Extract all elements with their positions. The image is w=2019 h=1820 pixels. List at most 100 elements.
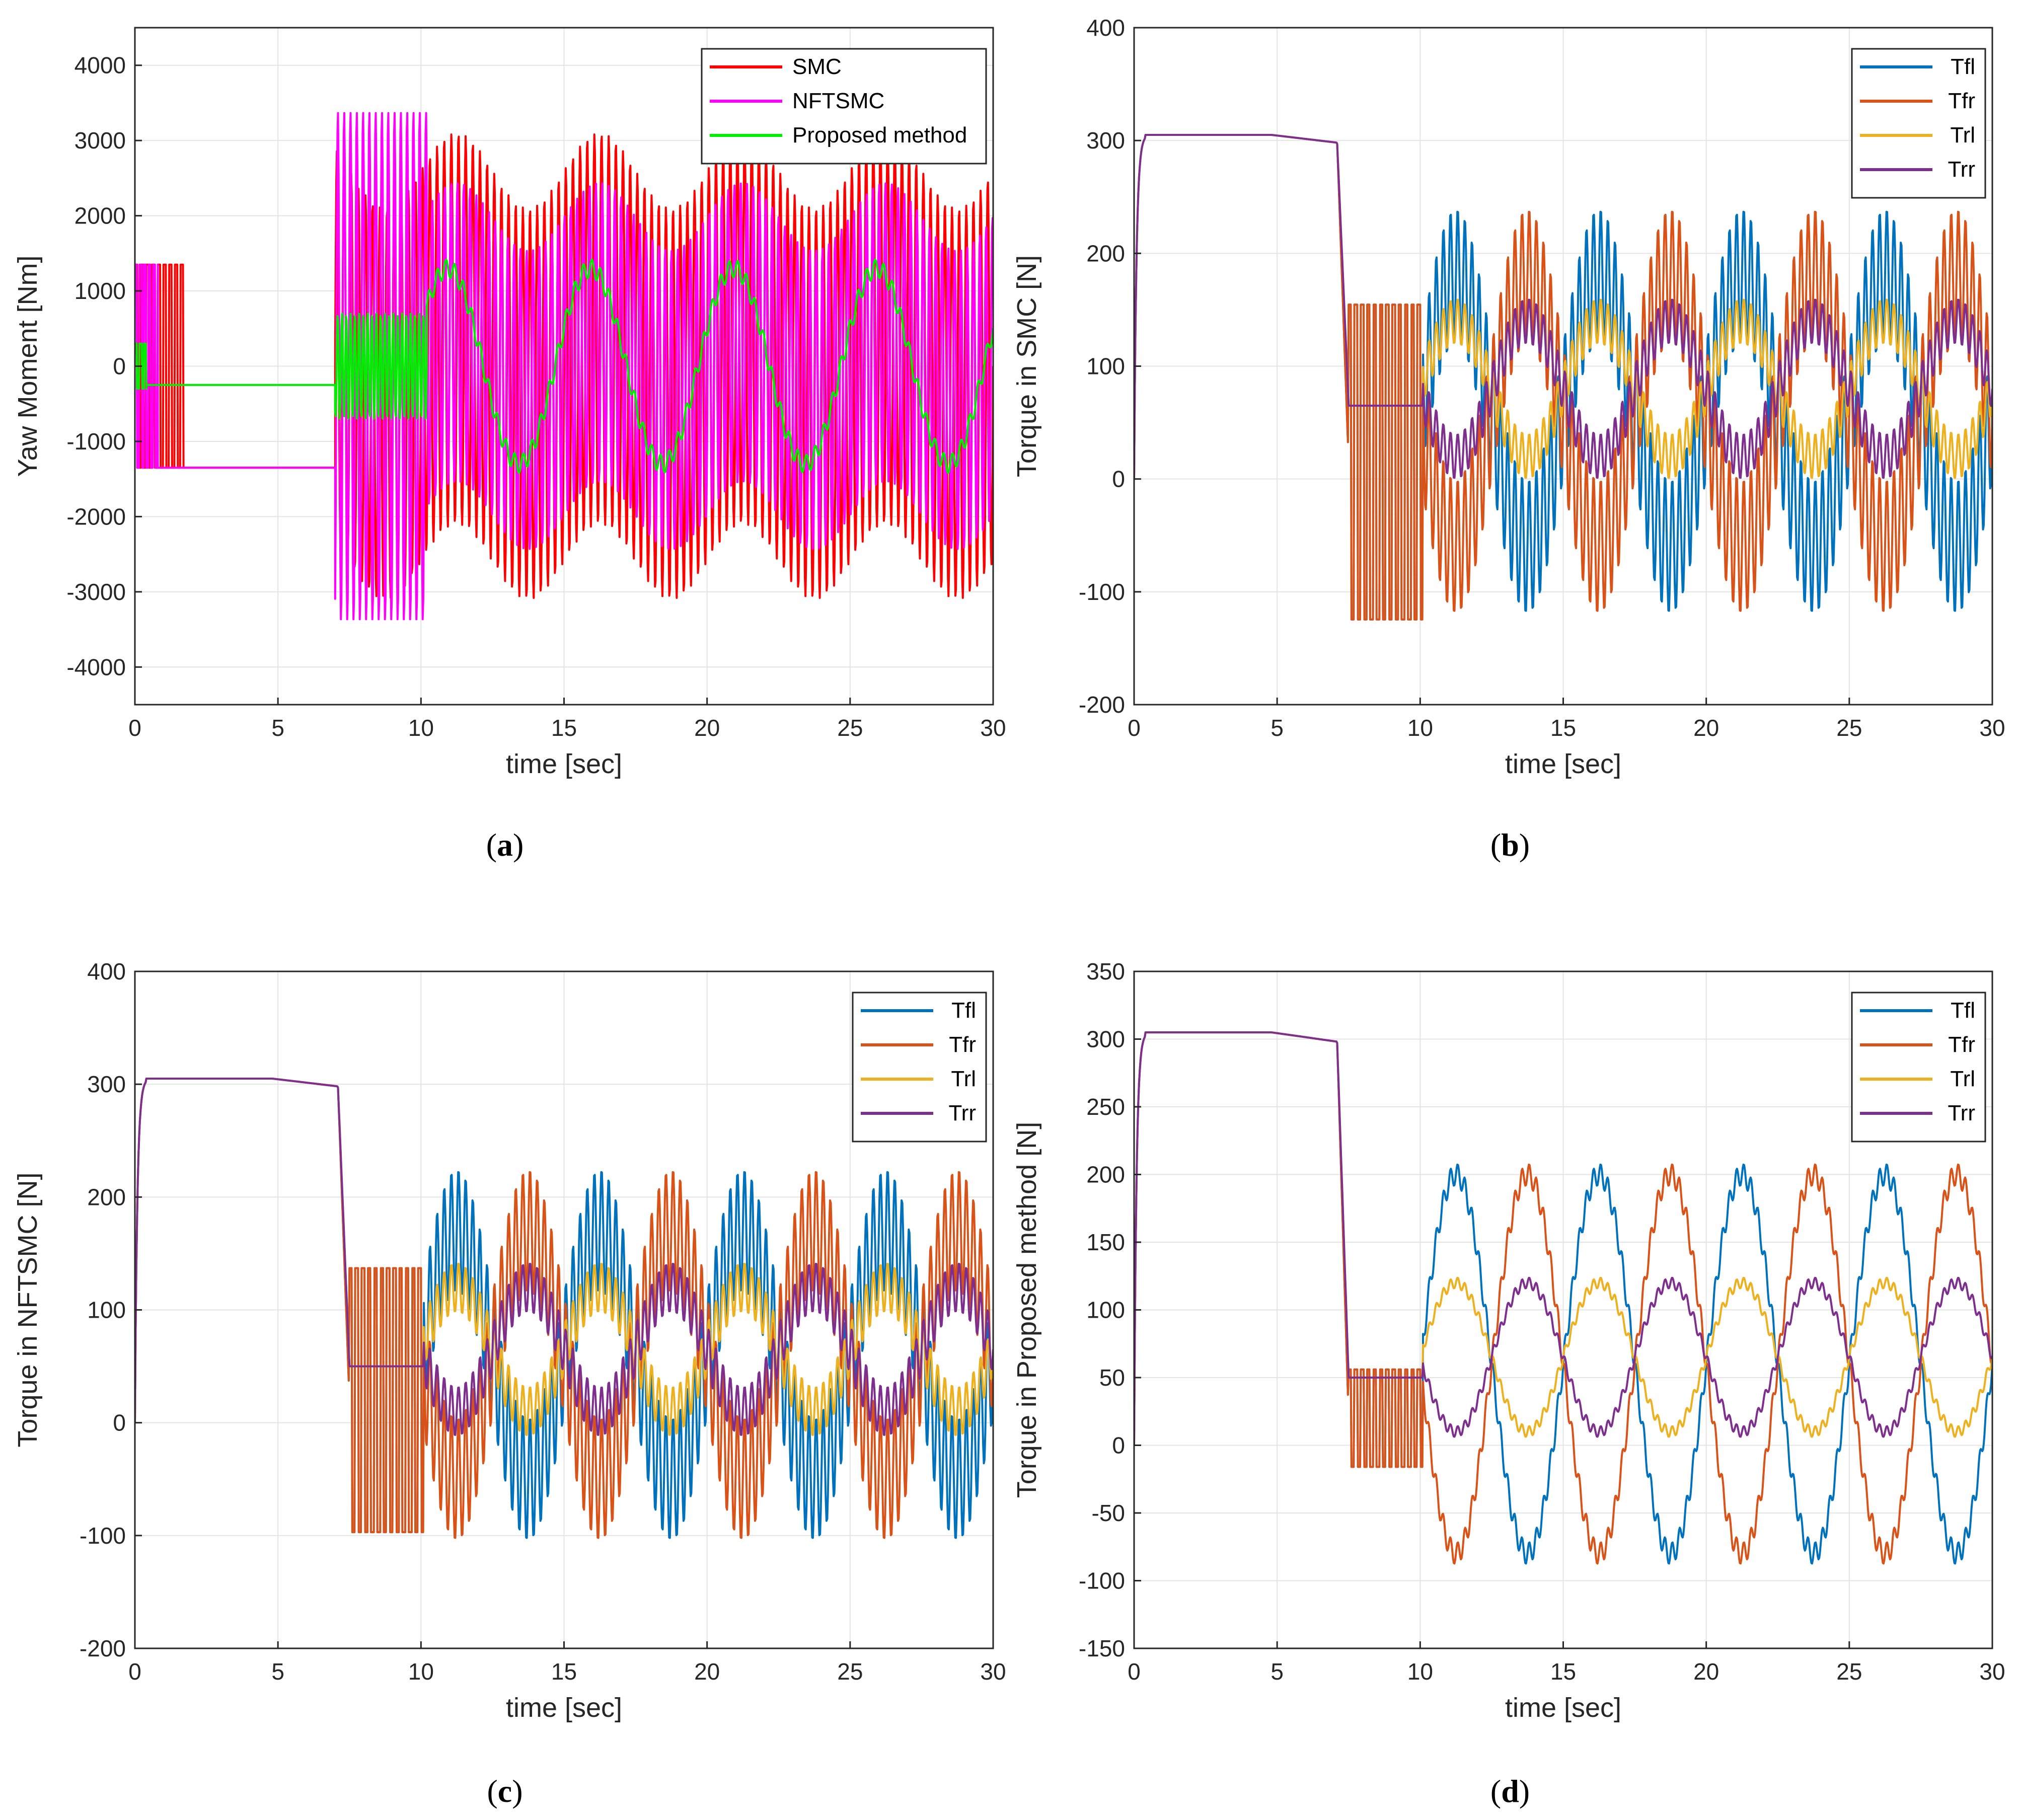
x-tick-label: 15 <box>551 715 577 741</box>
x-tick-label: 20 <box>694 715 720 741</box>
x-tick-label: 15 <box>1550 1658 1576 1685</box>
y-tick-label: -150 <box>1079 1635 1125 1661</box>
legend-box <box>852 992 987 1143</box>
legend-label: Trr <box>948 1101 976 1125</box>
y-tick-label: -200 <box>80 1635 126 1661</box>
series-line-proposed-method <box>135 258 993 474</box>
legend-label: Tfr <box>1948 1032 1975 1057</box>
panel-c: 0 5 10 15 20 25 30 -200 -100 0 100 200 300 400 time [s… <box>13 958 1006 1809</box>
y-tick-label: -100 <box>80 1523 126 1549</box>
legend-label: Tfl <box>1951 998 1975 1023</box>
y-tick-label: 250 <box>1086 1094 1125 1120</box>
y-tick-label: 300 <box>1086 1026 1125 1052</box>
x-axis-label: time [sec] <box>1505 749 1621 779</box>
y-tick-label: 2000 <box>74 203 126 229</box>
legend-label: Trr <box>1948 157 1975 182</box>
y-tick-label: 0 <box>113 353 126 380</box>
y-axis-label: Torque in SMC [N] <box>1012 255 1042 477</box>
y-tick-label: -1000 <box>66 428 126 454</box>
x-tick-label: 20 <box>1693 715 1719 741</box>
y-tick-label: 0 <box>1112 1432 1125 1459</box>
y-axis-label: Torque in NFTSMC [N] <box>13 1172 43 1447</box>
x-tick-label: 25 <box>1836 1658 1862 1685</box>
y-tick-label: 150 <box>1086 1229 1125 1255</box>
y-tick-label: 1000 <box>74 278 126 304</box>
legend-box <box>1851 992 1986 1143</box>
y-tick-label: 200 <box>87 1184 126 1210</box>
x-tick-label: 0 <box>128 1658 141 1685</box>
legend-label: Trl <box>951 1067 976 1091</box>
y-tick-label: 100 <box>87 1297 126 1323</box>
x-tick-label: 30 <box>1979 1658 2005 1685</box>
y-tick-label: 100 <box>1086 353 1125 380</box>
x-tick-label: 5 <box>271 715 284 741</box>
legend: Tfl Tfr Trl Trr <box>1851 48 1986 199</box>
legend: Tfl Tfr Trl Trr <box>852 992 987 1143</box>
legend-label: Trl <box>1950 1067 1975 1091</box>
x-tick-label: 30 <box>1979 715 2005 741</box>
panel-a: 0 5 10 15 20 25 30 -4000 -3000 -2000 -1000 0 1000 200… <box>13 27 1006 863</box>
legend: Tfl Tfr Trl Trr <box>1851 992 1986 1143</box>
x-tick-label: 20 <box>694 1658 720 1685</box>
series-line-trr <box>1134 134 1992 479</box>
legend-label: SMC <box>792 54 842 79</box>
x-tick-label: 25 <box>837 715 863 741</box>
series-line-trr <box>1134 1031 1992 1446</box>
x-tick-label: 15 <box>551 1658 577 1685</box>
legend-label: Tfr <box>949 1032 976 1057</box>
y-tick-label: -200 <box>1079 692 1125 718</box>
x-axis-label: time [sec] <box>506 749 622 779</box>
x-tick-label: 0 <box>128 715 141 741</box>
series-group <box>135 1078 993 1539</box>
legend-label: Proposed method <box>792 123 967 147</box>
x-axis-label: time [sec] <box>1505 1693 1621 1723</box>
y-tick-label: -3000 <box>66 579 126 605</box>
panel-caption: (a) <box>486 827 524 863</box>
legend-label: NFTSMC <box>792 89 884 113</box>
series-group <box>135 112 993 621</box>
legend-label: Tfr <box>1948 89 1975 113</box>
y-tick-label: 100 <box>1086 1297 1125 1323</box>
y-tick-label: 200 <box>1086 240 1125 266</box>
legend-label: Tfl <box>1951 54 1975 79</box>
y-tick-label: 400 <box>1086 15 1125 41</box>
y-tick-label: 4000 <box>74 52 126 79</box>
y-tick-label: 300 <box>1086 127 1125 154</box>
x-tick-label: 30 <box>980 1658 1006 1685</box>
panel-b: 0 5 10 15 20 25 30 -200 -100 0 100 200 300 400 time [s… <box>1012 15 2005 863</box>
x-tick-label: 30 <box>980 715 1006 741</box>
y-tick-label: 350 <box>1086 958 1125 984</box>
y-tick-label: -50 <box>1092 1500 1125 1526</box>
x-tick-label: 10 <box>408 1658 434 1685</box>
series-group <box>1134 1031 1992 1565</box>
panel-caption: (d) <box>1490 1773 1530 1809</box>
series-line-trr <box>135 1078 993 1436</box>
x-tick-label: 25 <box>837 1658 863 1685</box>
series-group <box>1134 134 1992 621</box>
y-tick-label: -100 <box>1079 1568 1125 1594</box>
x-tick-label: 20 <box>1693 1658 1719 1685</box>
x-tick-label: 10 <box>1407 715 1433 741</box>
legend-label: Tfl <box>951 998 976 1023</box>
y-tick-label: 3000 <box>74 127 126 154</box>
y-tick-label: -4000 <box>66 654 126 680</box>
x-tick-label: 0 <box>1128 1658 1141 1685</box>
x-tick-label: 10 <box>408 715 434 741</box>
panel-caption: (b) <box>1490 827 1530 863</box>
y-tick-label: 300 <box>87 1071 126 1097</box>
y-tick-label: 50 <box>1099 1364 1125 1391</box>
y-tick-label: 0 <box>1112 466 1125 492</box>
x-axis-label: time [sec] <box>506 1693 622 1723</box>
y-tick-label: 0 <box>113 1410 126 1436</box>
y-tick-label: -2000 <box>66 503 126 529</box>
x-tick-label: 5 <box>1270 1658 1284 1685</box>
y-tick-label: -100 <box>1079 579 1125 605</box>
legend-label: Trl <box>1950 123 1975 147</box>
y-tick-label: 200 <box>1086 1162 1125 1188</box>
y-axis-label: Torque in Proposed method [N] <box>1012 1122 1042 1498</box>
x-tick-label: 10 <box>1407 1658 1433 1685</box>
x-tick-label: 5 <box>271 1658 284 1685</box>
x-tick-label: 25 <box>1836 715 1862 741</box>
panel-caption: (c) <box>487 1773 522 1809</box>
